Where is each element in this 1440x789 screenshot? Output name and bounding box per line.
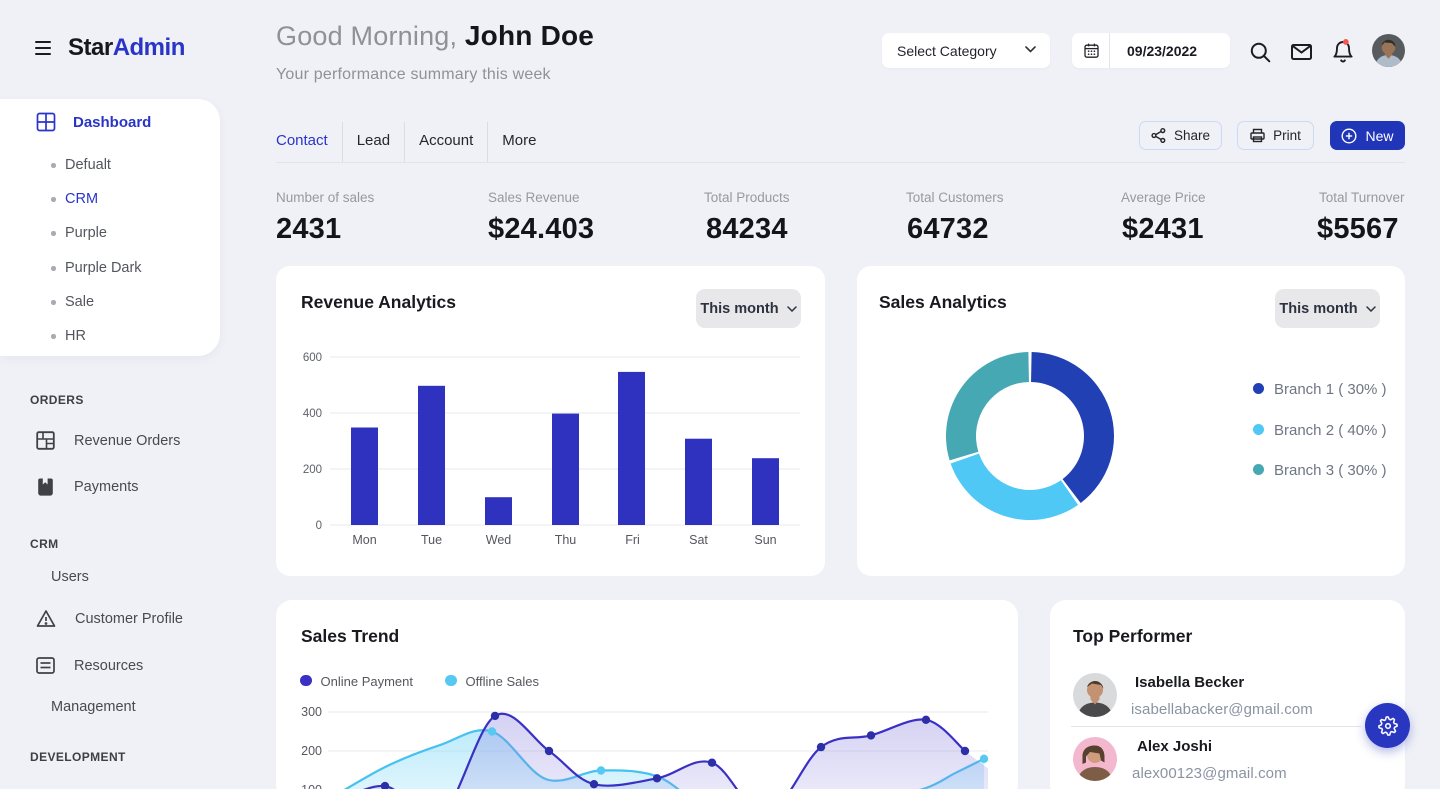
svg-text:Tue: Tue xyxy=(421,533,442,547)
svg-text:0: 0 xyxy=(316,520,322,532)
svg-text:Sun: Sun xyxy=(754,533,776,547)
svg-text:300: 300 xyxy=(301,705,322,719)
svg-text:600: 600 xyxy=(303,352,322,364)
svg-text:Sat: Sat xyxy=(689,533,708,547)
svg-text:Wed: Wed xyxy=(486,533,512,547)
svg-text:100: 100 xyxy=(301,783,322,789)
svg-text:200: 200 xyxy=(303,464,322,476)
svg-text:Mon: Mon xyxy=(352,533,376,547)
svg-text:400: 400 xyxy=(303,408,322,420)
svg-text:200: 200 xyxy=(301,744,322,758)
svg-text:Thu: Thu xyxy=(555,533,577,547)
svg-text:Fri: Fri xyxy=(625,533,640,547)
